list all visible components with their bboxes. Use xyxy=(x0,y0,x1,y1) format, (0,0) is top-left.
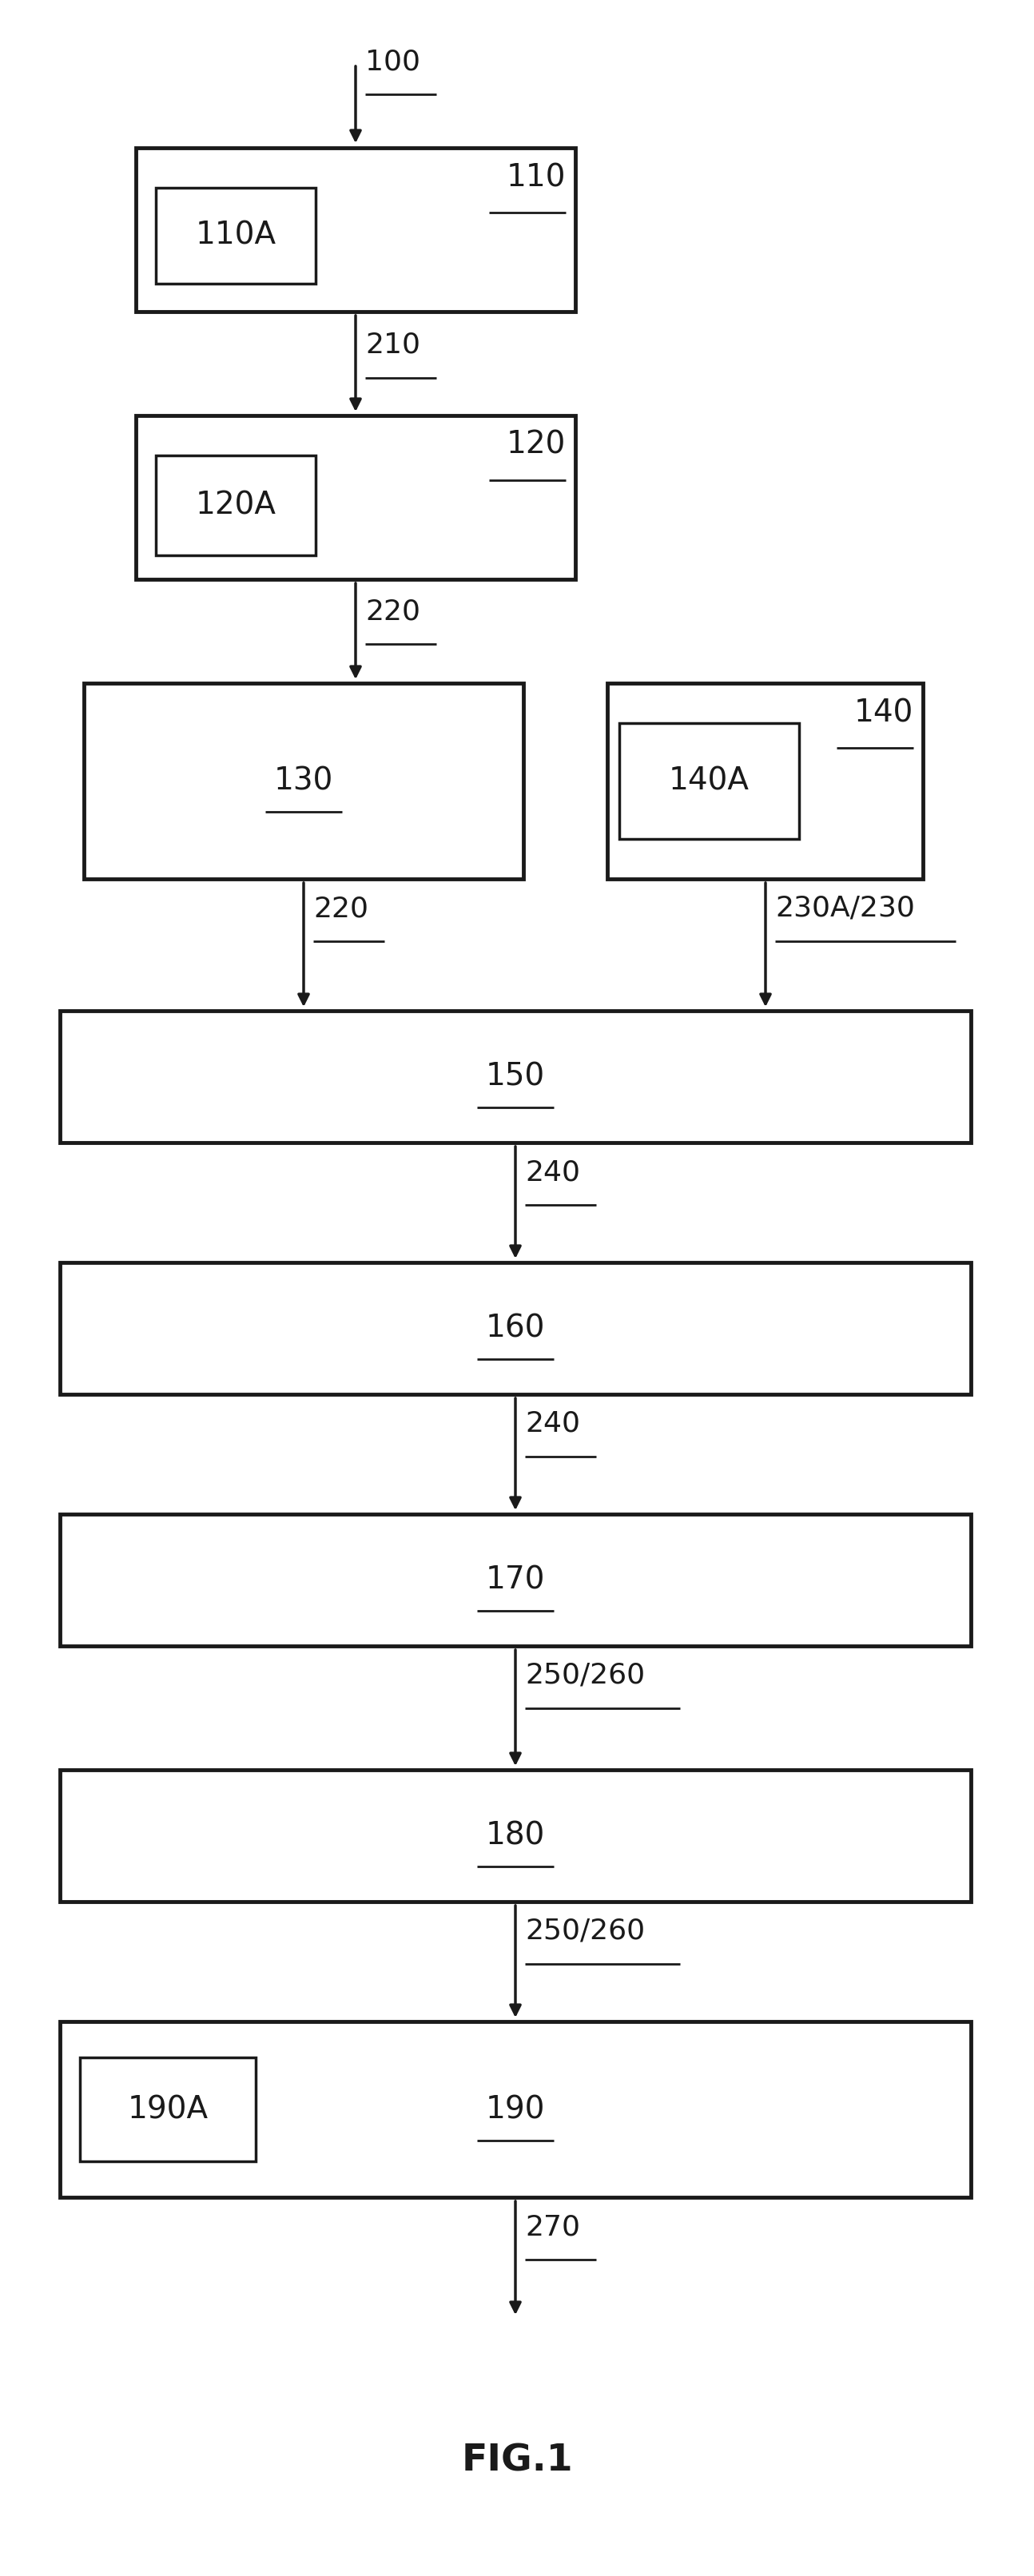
Bar xyxy=(60,2022,971,2197)
Text: 210: 210 xyxy=(365,332,420,358)
Text: 180: 180 xyxy=(486,1821,545,1852)
Bar xyxy=(60,1515,971,1646)
Bar xyxy=(60,1262,971,1394)
Text: 220: 220 xyxy=(365,598,420,626)
Text: 160: 160 xyxy=(486,1314,545,1345)
Bar xyxy=(80,2058,255,2161)
Text: 120A: 120A xyxy=(195,489,276,520)
Text: 110: 110 xyxy=(507,162,566,193)
Text: 250/260: 250/260 xyxy=(525,1917,645,1945)
Bar xyxy=(135,147,575,312)
Text: 190: 190 xyxy=(486,2094,545,2125)
Bar xyxy=(60,1770,971,1901)
Text: 190A: 190A xyxy=(127,2094,208,2125)
Bar xyxy=(84,683,523,878)
Text: 170: 170 xyxy=(486,1564,545,1595)
Text: 240: 240 xyxy=(525,1159,580,1185)
Bar xyxy=(156,456,315,556)
Bar xyxy=(135,415,575,580)
Text: 100: 100 xyxy=(365,49,420,75)
Bar xyxy=(607,683,923,878)
Text: 140A: 140A xyxy=(669,765,750,796)
Text: 230A/230: 230A/230 xyxy=(776,894,915,922)
Bar xyxy=(60,1010,971,1144)
Text: FIG.1: FIG.1 xyxy=(461,2442,573,2478)
Text: 120: 120 xyxy=(507,430,566,461)
Text: 270: 270 xyxy=(525,2213,580,2241)
Text: 140: 140 xyxy=(854,698,913,729)
Bar xyxy=(156,188,315,283)
Text: 250/260: 250/260 xyxy=(525,1662,645,1690)
Text: 110A: 110A xyxy=(195,222,276,250)
Text: 240: 240 xyxy=(525,1409,580,1437)
Text: 130: 130 xyxy=(274,765,333,796)
Text: 150: 150 xyxy=(486,1061,545,1092)
Bar xyxy=(619,724,799,840)
Text: 220: 220 xyxy=(313,894,368,922)
